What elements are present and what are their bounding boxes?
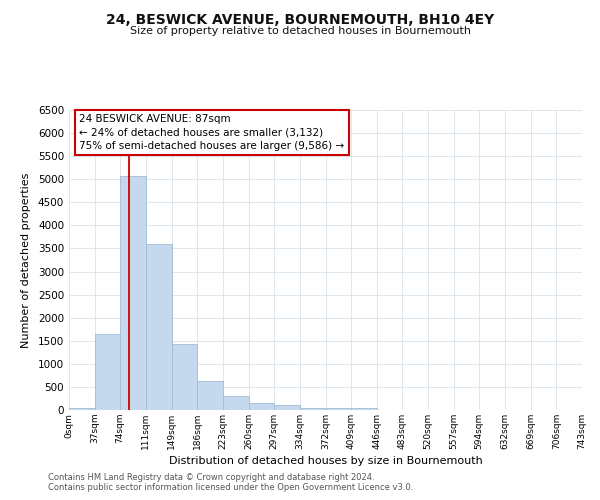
Bar [299, 408, 326, 410]
Bar [120, 176, 146, 410]
Y-axis label: Number of detached properties: Number of detached properties [21, 172, 31, 348]
Bar [248, 403, 274, 410]
Text: Contains HM Land Registry data © Crown copyright and database right 2024.: Contains HM Land Registry data © Crown c… [48, 472, 374, 482]
Text: 24 BESWICK AVENUE: 87sqm
← 24% of detached houses are smaller (3,132)
75% of sem: 24 BESWICK AVENUE: 87sqm ← 24% of detach… [79, 114, 344, 151]
Bar [274, 406, 299, 410]
Bar [95, 334, 120, 410]
Bar [146, 244, 172, 410]
Bar [223, 396, 248, 410]
Bar [172, 344, 197, 410]
Bar [197, 382, 223, 410]
Bar [326, 408, 352, 410]
Text: Contains public sector information licensed under the Open Government Licence v3: Contains public sector information licen… [48, 484, 413, 492]
Text: Size of property relative to detached houses in Bournemouth: Size of property relative to detached ho… [130, 26, 470, 36]
Text: 24, BESWICK AVENUE, BOURNEMOUTH, BH10 4EY: 24, BESWICK AVENUE, BOURNEMOUTH, BH10 4E… [106, 12, 494, 26]
Bar [69, 408, 95, 410]
Bar [352, 408, 377, 410]
X-axis label: Distribution of detached houses by size in Bournemouth: Distribution of detached houses by size … [169, 456, 482, 466]
